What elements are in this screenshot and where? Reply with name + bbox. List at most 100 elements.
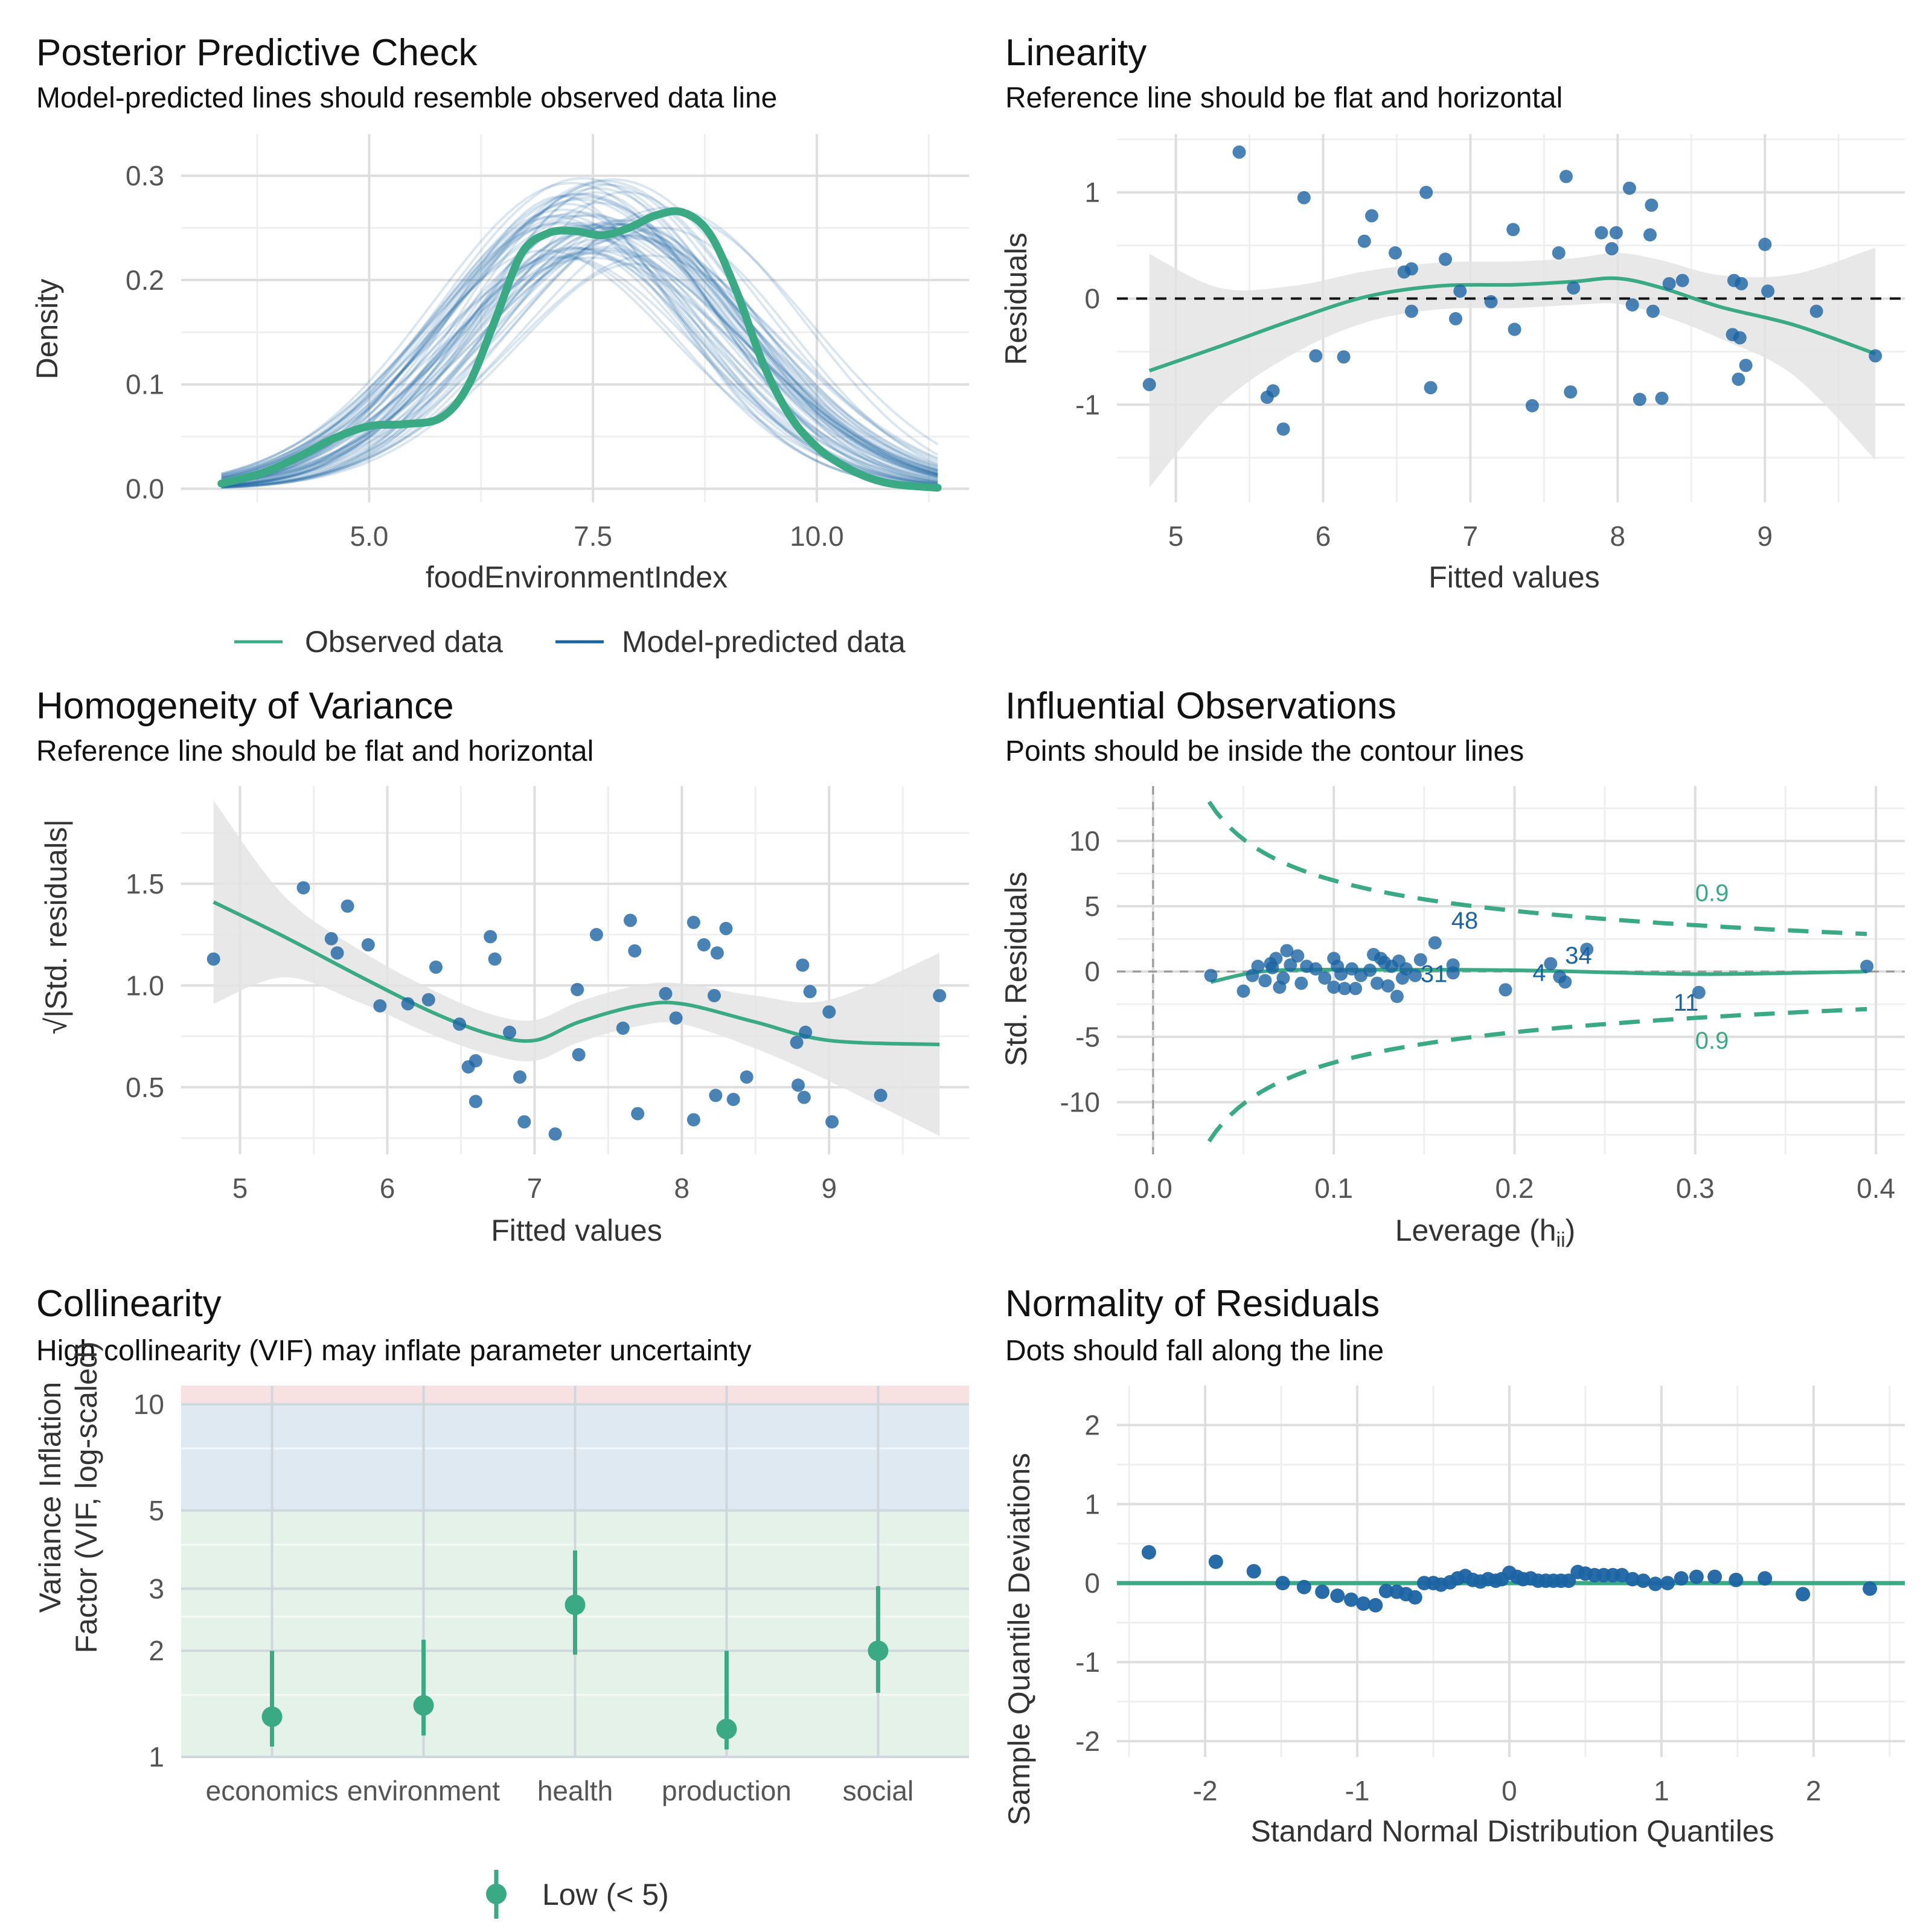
collinearity-x-tick-label: health xyxy=(537,1775,613,1806)
linearity-point xyxy=(1337,350,1351,364)
x-axis-label-end: ) xyxy=(1566,1214,1576,1247)
ppc-predicted-line xyxy=(221,246,938,488)
influential-point xyxy=(1258,974,1272,988)
homogeneity-point xyxy=(697,938,711,952)
ppc-predicted-line xyxy=(221,193,938,481)
linearity-point xyxy=(1809,304,1823,318)
normality-point xyxy=(1758,1571,1773,1586)
influential-point-label: 31 xyxy=(1421,961,1448,987)
linearity-point xyxy=(1365,209,1378,223)
ppc-predicted-line xyxy=(221,187,938,479)
normality-point xyxy=(1296,1579,1311,1595)
normality-point xyxy=(1368,1598,1383,1613)
influential-point xyxy=(1338,982,1352,996)
legend-low-swatch-dot xyxy=(486,1884,507,1904)
normality-point xyxy=(1275,1576,1290,1591)
homogeneity-point xyxy=(373,999,387,1012)
homogeneity-x-axis-label: Fitted values xyxy=(491,1214,662,1247)
normality-point xyxy=(1561,1573,1576,1588)
influential-y-axis-label: Std. Residuals xyxy=(999,872,1033,1066)
influential-point-label: 11 xyxy=(1674,990,1699,1016)
influential-point xyxy=(1860,959,1874,973)
ppc-predicted-line xyxy=(221,183,938,487)
linearity-point xyxy=(1357,234,1371,248)
collinearity-panel: Collinearity High collinearity (VIF) may… xyxy=(33,1283,969,1919)
x-axis-label-main: Leverage (h xyxy=(1395,1214,1556,1247)
ppc-legend: Observed data Model-predicted data xyxy=(234,625,906,659)
linearity-point xyxy=(1655,391,1669,405)
collinearity-y-tick-label: 5 xyxy=(149,1495,164,1526)
linearity-points xyxy=(1142,145,1882,436)
homogeneity-subtitle: Reference line should be flat and horizo… xyxy=(36,735,593,767)
influential-x-axis-label: Leverage (hii) xyxy=(1395,1214,1576,1252)
linearity-point xyxy=(1142,377,1156,391)
ppc-predicted-line xyxy=(221,226,938,488)
influential-y-tick-label: 10 xyxy=(1069,825,1100,857)
homogeneity-point xyxy=(503,1025,516,1039)
linearity-point xyxy=(1232,145,1246,159)
influential-tick-labels: 0.0 0.1 0.2 0.3 0.4 -10 -5 0 5 10 xyxy=(1060,825,1896,1204)
influential-point xyxy=(1428,936,1442,950)
homogeneity-point xyxy=(469,1095,482,1108)
homogeneity-points xyxy=(206,881,947,1141)
normality-x-axis-label: Standard Normal Distribution Quantiles xyxy=(1250,1814,1774,1848)
homogeneity-point xyxy=(401,997,415,1011)
influential-point xyxy=(1408,968,1422,982)
collinearity-subtitle: High collinearity (VIF) may inflate para… xyxy=(36,1335,751,1367)
normality-point xyxy=(1330,1588,1345,1604)
homogeneity-point xyxy=(708,989,721,1003)
homogeneity-point xyxy=(624,913,637,927)
linearity-point xyxy=(1739,359,1753,373)
homogeneity-x-tick-label: 5 xyxy=(232,1172,248,1204)
normality-subtitle: Dots should fall along the line xyxy=(1005,1335,1384,1367)
homogeneity-y-tick-label: 0.5 xyxy=(126,1072,164,1103)
ppc-predicted-line xyxy=(221,191,938,489)
normality-point xyxy=(1863,1581,1878,1596)
normality-y-tick-label: -2 xyxy=(1075,1726,1100,1757)
normality-y-tick-label: 0 xyxy=(1084,1567,1100,1599)
linearity-point xyxy=(1484,295,1498,309)
collinearity-y-tick-label: 1 xyxy=(149,1741,164,1773)
linearity-y-tick-label: 1 xyxy=(1084,177,1100,208)
normality-y-tick-label: 1 xyxy=(1084,1488,1100,1520)
ppc-subtitle: Model-predicted lines should resemble ob… xyxy=(36,82,777,114)
linearity-point xyxy=(1266,384,1280,398)
linearity-point xyxy=(1309,349,1323,363)
ppc-predicted-line xyxy=(221,223,938,487)
contour-label-lower: 0.9 xyxy=(1695,1028,1729,1054)
homogeneity-point xyxy=(792,1078,805,1092)
homogeneity-y-tick-label: 1.0 xyxy=(126,970,164,1001)
homogeneity-point xyxy=(484,930,497,944)
linearity-x-tick-label: 9 xyxy=(1757,520,1773,552)
influential-x-tick-label: 0.2 xyxy=(1495,1172,1534,1204)
influential-point xyxy=(1413,953,1427,967)
ppc-predicted-line xyxy=(221,214,938,477)
normality-point xyxy=(1660,1576,1675,1591)
homogeneity-y-axis-label: √|Std. residuals| xyxy=(39,819,73,1034)
vif-point-economics xyxy=(261,1706,283,1727)
linearity-point xyxy=(1609,226,1623,240)
ppc-predicted-line xyxy=(221,190,938,488)
linearity-point xyxy=(1404,304,1418,318)
vif-point-production xyxy=(716,1718,737,1739)
homogeneity-point xyxy=(799,1025,813,1039)
influential-y-tick-label: -10 xyxy=(1060,1086,1100,1118)
ppc-predicted-line xyxy=(221,179,938,480)
linearity-y-tick-label: -1 xyxy=(1075,389,1100,420)
linearity-title: Linearity xyxy=(1005,32,1147,74)
linearity-x-axis-label: Fitted values xyxy=(1428,560,1599,594)
normality-title: Normality of Residuals xyxy=(1005,1283,1380,1325)
linearity-point xyxy=(1595,226,1608,240)
ppc-predicted-line xyxy=(221,222,938,479)
linearity-point xyxy=(1506,223,1520,237)
collinearity-legend: Low (< 5) xyxy=(486,1870,669,1919)
homogeneity-point xyxy=(206,952,220,966)
influential-panel: Influential Observations Points should b… xyxy=(999,685,1905,1252)
normality-y-axis-label: Sample Quantile Deviations xyxy=(1002,1453,1036,1826)
legend-predicted-label: Model-predicted data xyxy=(622,625,906,659)
collinearity-x-tick-label: economics xyxy=(206,1775,339,1806)
homogeneity-point xyxy=(686,1113,700,1127)
linearity-point xyxy=(1758,237,1772,251)
linearity-subtitle: Reference line should be flat and horizo… xyxy=(1005,82,1563,114)
